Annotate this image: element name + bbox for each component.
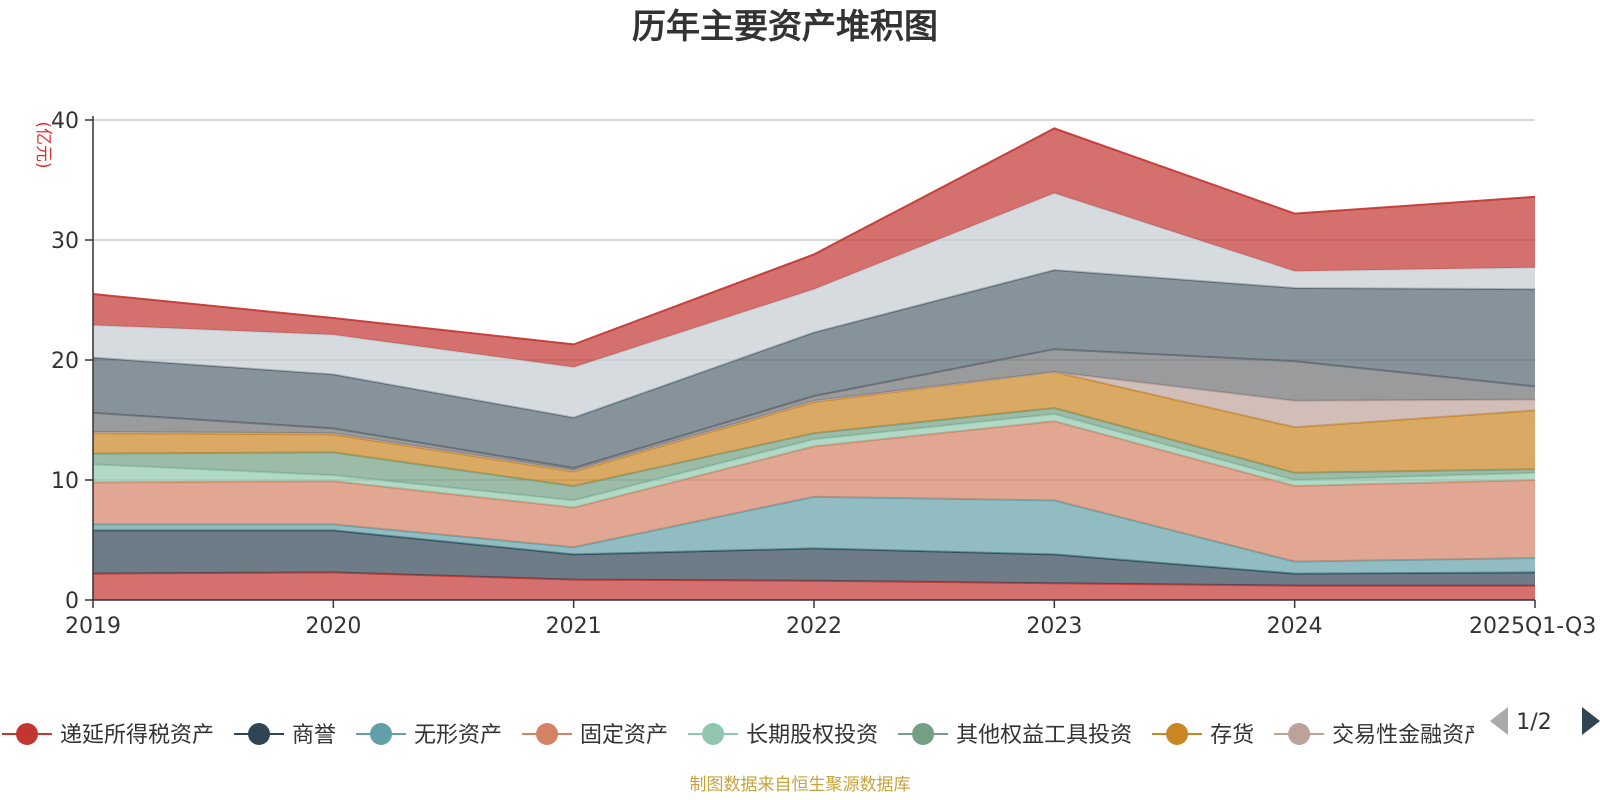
chart-title: 历年主要资产堆积图 xyxy=(632,7,938,47)
legend-circle-marker xyxy=(1288,723,1311,745)
data-source-note: 制图数据来自恒生聚源数据库 xyxy=(690,775,911,795)
legend-circle-marker xyxy=(370,723,393,745)
legend-pager: 1/2 xyxy=(1490,707,1600,735)
area-series-2 xyxy=(93,530,1535,586)
legend-label: 存货 xyxy=(1210,723,1254,748)
legend-item[interactable]: 长期股权投资 xyxy=(688,723,878,748)
legend-next-icon[interactable] xyxy=(1582,707,1600,735)
x-tick-label: 2019 xyxy=(65,614,121,639)
legend-prev-icon[interactable] xyxy=(1490,707,1508,735)
legend-label: 递延所得税资产 xyxy=(60,723,214,748)
area-series-11 xyxy=(93,193,1535,418)
x-tick-label: 2023 xyxy=(1026,614,1082,639)
legend-circle-marker xyxy=(912,723,935,745)
area-series-6 xyxy=(93,408,1535,501)
legend-label: 其他权益工具投资 xyxy=(956,723,1132,748)
x-tick-label: 2021 xyxy=(546,614,602,639)
legend-item[interactable]: 交易性金融资产 xyxy=(1274,723,1486,748)
legend-circle-marker xyxy=(16,723,38,745)
y-tick-label: 10 xyxy=(51,469,79,494)
legend-item[interactable]: 商誉 xyxy=(234,723,336,748)
area-series-line-12 xyxy=(92,127,1536,346)
area-series-1 xyxy=(93,572,1535,600)
legend-label: 长期股权投资 xyxy=(746,723,878,748)
y-tick-label: 20 xyxy=(51,349,79,374)
area-series-12 xyxy=(93,128,1535,368)
area-series-9 xyxy=(93,349,1535,471)
legend-label: 固定资产 xyxy=(580,723,668,748)
legend: 递延所得税资产 商誉 无形资产 固定资产 长期股权投资 其他权益工具投资 存货 交易性金融资产 xyxy=(2,723,1486,748)
legend-item[interactable]: 递延所得税资产 xyxy=(2,723,214,748)
legend-label: 交易性金融资产 xyxy=(1332,723,1486,748)
legend-circle-marker xyxy=(536,723,559,745)
area-series-8 xyxy=(93,372,1535,472)
area-series-10 xyxy=(93,270,1535,468)
legend-circle-marker xyxy=(248,723,271,745)
x-tick-label: 2024 xyxy=(1267,614,1323,639)
legend-item[interactable]: 存货 xyxy=(1152,723,1254,748)
x-tick-label: 2025Q1-Q3 xyxy=(1469,614,1596,639)
legend-item[interactable]: 固定资产 xyxy=(522,723,668,748)
legend-item[interactable]: 其他权益工具投资 xyxy=(898,723,1132,748)
x-tick-label: 2020 xyxy=(305,614,361,639)
y-axis-unit-label: (亿元) xyxy=(33,121,53,168)
y-tick-label: 40 xyxy=(51,109,79,134)
legend-label: 无形资产 xyxy=(414,723,502,748)
y-tick-label: 30 xyxy=(51,229,79,254)
legend-item[interactable]: 无形资产 xyxy=(356,723,502,748)
legend-circle-marker xyxy=(702,723,725,745)
legend-page-indicator: 1/2 xyxy=(1516,710,1551,735)
axes: 0 10 20 30 40 2019 2020 2021 2022 2023 2024 2025Q1-… xyxy=(51,109,1596,639)
area-series xyxy=(92,127,1536,600)
y-tick-label: 0 xyxy=(65,589,79,614)
legend-label: 商誉 xyxy=(292,723,336,748)
legend-circle-marker xyxy=(1166,723,1189,745)
area-series-3 xyxy=(93,496,1535,574)
area-series-4 xyxy=(93,421,1535,562)
x-tick-label: 2022 xyxy=(786,614,842,639)
